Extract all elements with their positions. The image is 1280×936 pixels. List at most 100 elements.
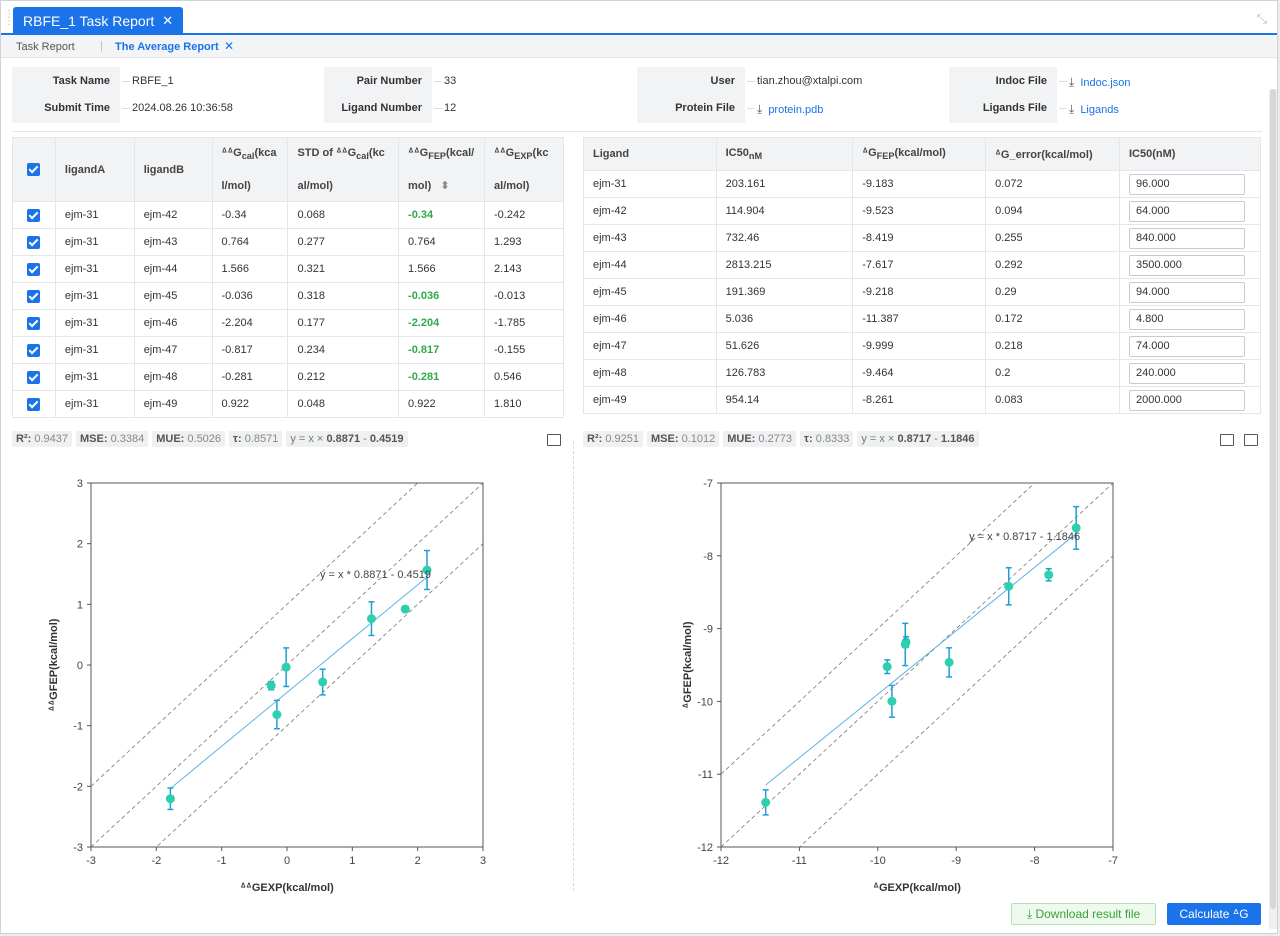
checkbox-icon[interactable] bbox=[27, 208, 41, 222]
data-point[interactable] bbox=[900, 639, 910, 649]
data-point[interactable] bbox=[1071, 523, 1081, 533]
row-checkbox[interactable] bbox=[12, 282, 56, 311]
task-name-value: RBFE_1 bbox=[132, 75, 174, 87]
checkbox-icon[interactable] bbox=[27, 343, 41, 357]
cell-ligandB: ejm-43 bbox=[133, 228, 213, 257]
y-tick-label: 0 bbox=[77, 660, 83, 672]
cell-g-fep: -9.523 bbox=[852, 197, 987, 225]
row-checkbox[interactable] bbox=[12, 336, 56, 365]
data-point[interactable] bbox=[1044, 570, 1054, 580]
checkbox-icon[interactable] bbox=[27, 397, 41, 411]
indoc-file-link[interactable]: ⤓ Indoc.json bbox=[1069, 75, 1131, 89]
download-result-button[interactable]: ⤓ Download result file bbox=[1011, 903, 1156, 925]
data-point[interactable] bbox=[1004, 581, 1014, 591]
ic50-input[interactable]: 94.000 bbox=[1129, 281, 1245, 303]
subtab-average-report[interactable]: The Average Report bbox=[115, 41, 219, 53]
zoom-icon[interactable] bbox=[547, 434, 561, 446]
table-row[interactable]: ejm-31 ejm-49 0.922 0.048 0.922 1.810 bbox=[12, 390, 564, 419]
table-row[interactable]: ejm-31 ejm-47 -0.817 0.234 -0.817 -0.155 bbox=[12, 336, 564, 365]
table-row[interactable]: ejm-31 ejm-42 -0.34 0.068 -0.34 -0.242 bbox=[12, 201, 564, 230]
row-checkbox[interactable] bbox=[12, 228, 56, 257]
row-checkbox[interactable] bbox=[12, 363, 56, 392]
data-point[interactable] bbox=[366, 614, 376, 624]
row-checkbox[interactable] bbox=[12, 309, 56, 338]
row-checkbox[interactable] bbox=[12, 390, 56, 419]
data-point[interactable] bbox=[165, 794, 175, 804]
data-point[interactable] bbox=[887, 696, 897, 706]
title-bar: ⋮ ⋮ RBFE_1 Task Report ✕ ⤡ bbox=[1, 1, 1277, 35]
ic50-input[interactable]: 64.000 bbox=[1129, 200, 1245, 222]
ic50-input[interactable]: 3500.000 bbox=[1129, 254, 1245, 276]
ligand-number-label: Ligand Number bbox=[341, 102, 422, 114]
user-label: User bbox=[710, 75, 735, 87]
cell-g-fep: -8.419 bbox=[852, 224, 987, 252]
row-checkbox[interactable] bbox=[12, 201, 56, 230]
table-row[interactable]: ejm-31 ejm-45 -0.036 0.318 -0.036 -0.013 bbox=[12, 282, 564, 311]
download-icon: ⤓ bbox=[1069, 102, 1075, 116]
cell-ic50: 5.036 bbox=[715, 305, 854, 333]
table-row[interactable]: ejm-31 ejm-43 0.764 0.277 0.764 1.293 bbox=[12, 228, 564, 257]
y-axis-label: ᐞᐞGFEP(kcal/mol) bbox=[48, 618, 60, 711]
calculate-button[interactable]: Calculate ᐞG bbox=[1167, 903, 1261, 925]
data-point[interactable] bbox=[272, 710, 282, 720]
select-all-checkbox[interactable] bbox=[12, 136, 56, 203]
x-tick-label: -8 bbox=[1030, 855, 1040, 867]
checkbox-icon[interactable] bbox=[27, 370, 41, 384]
table-row[interactable]: ejm-31 ejm-48 -0.281 0.212 -0.281 0.546 bbox=[12, 363, 564, 392]
ic50-input[interactable]: 74.000 bbox=[1129, 335, 1245, 357]
protein-file-link[interactable]: ⤓ protein.pdb bbox=[757, 102, 824, 116]
sort-icon[interactable]: ⬍ bbox=[440, 180, 450, 193]
data-point[interactable] bbox=[761, 797, 771, 807]
checkbox-icon[interactable] bbox=[27, 163, 41, 177]
x-tick-label: -11 bbox=[792, 855, 807, 867]
data-point[interactable] bbox=[422, 565, 432, 575]
ic50-input[interactable]: 240.000 bbox=[1129, 362, 1245, 384]
data-point[interactable] bbox=[944, 657, 954, 667]
cell-ddg-exp: -1.785 bbox=[484, 309, 564, 338]
ddg-scatter-chart: -3 -2 -1 0 1 2 3 -3 -2 -1 0 1 2 3 y = x * 0.8871 - 0.4… bbox=[48, 478, 486, 894]
cell-ligand: ejm-43 bbox=[583, 224, 717, 252]
zoom-icon[interactable] bbox=[1244, 434, 1258, 446]
band-line-1 bbox=[721, 483, 1113, 847]
row-checkbox[interactable] bbox=[12, 255, 56, 284]
checkbox-icon[interactable] bbox=[27, 262, 41, 276]
subtab-close-icon[interactable]: ✕ bbox=[224, 39, 235, 53]
y-tick-label: -7 bbox=[703, 478, 713, 490]
expand-icon[interactable]: ⤡ bbox=[1256, 11, 1267, 26]
cell-ligandA: ejm-31 bbox=[54, 255, 135, 284]
ic50-input[interactable]: 840.000 bbox=[1129, 227, 1245, 249]
data-point[interactable] bbox=[882, 662, 892, 672]
info-user: User Protein File tian.zhou@xtalpi.com ⤓… bbox=[637, 67, 937, 123]
checkbox-icon[interactable] bbox=[27, 235, 41, 249]
ligands-file-link[interactable]: ⤓ Ligands bbox=[1069, 102, 1119, 116]
ligand-number-value: 12 bbox=[444, 102, 457, 114]
table-row[interactable]: ejm-31 ejm-46 -2.204 0.177 -2.204 -1.785 bbox=[12, 309, 564, 338]
y-tick-label: -9 bbox=[703, 624, 713, 636]
curve-icon[interactable] bbox=[1220, 434, 1234, 446]
subtab-bar: Task Report | The Average Report ✕ bbox=[1, 35, 1277, 58]
cell-ddg-exp: -0.242 bbox=[484, 201, 564, 230]
cell-ic50-input: 4.800 bbox=[1119, 305, 1261, 333]
drag-handle-icon[interactable]: ⋮ ⋮ bbox=[4, 9, 14, 27]
cell-std: 0.048 bbox=[287, 390, 400, 419]
data-point[interactable] bbox=[266, 681, 276, 691]
data-point[interactable] bbox=[318, 677, 328, 687]
submit-time-value: 2024.08.26 10:36:58 bbox=[132, 102, 233, 114]
cell-ic50-input: 3500.000 bbox=[1119, 251, 1261, 279]
checkbox-icon[interactable] bbox=[27, 316, 41, 330]
scrollbar-thumb[interactable] bbox=[1270, 89, 1276, 909]
data-point[interactable] bbox=[400, 604, 410, 614]
subtab-task-report[interactable]: Task Report bbox=[16, 41, 75, 53]
ic50-input[interactable]: 2000.000 bbox=[1129, 389, 1245, 411]
ic50-input[interactable]: 96.000 bbox=[1129, 173, 1245, 195]
col-ddg-fep[interactable]: ᐞᐞGFEP(kcal/mol) ⬍ bbox=[398, 136, 486, 203]
checkbox-icon[interactable] bbox=[27, 289, 41, 303]
ic50-input[interactable]: 4.800 bbox=[1129, 308, 1245, 330]
cell-ligandA: ejm-31 bbox=[54, 363, 135, 392]
data-point[interactable] bbox=[281, 662, 291, 672]
tab-task-report[interactable]: RBFE_1 Task Report ✕ bbox=[13, 7, 184, 35]
scrollbar[interactable] bbox=[1269, 89, 1277, 929]
cell-std: 0.212 bbox=[287, 363, 400, 392]
table-row[interactable]: ejm-31 ejm-44 1.566 0.321 1.566 2.143 bbox=[12, 255, 564, 284]
close-icon[interactable]: ✕ bbox=[162, 13, 174, 28]
